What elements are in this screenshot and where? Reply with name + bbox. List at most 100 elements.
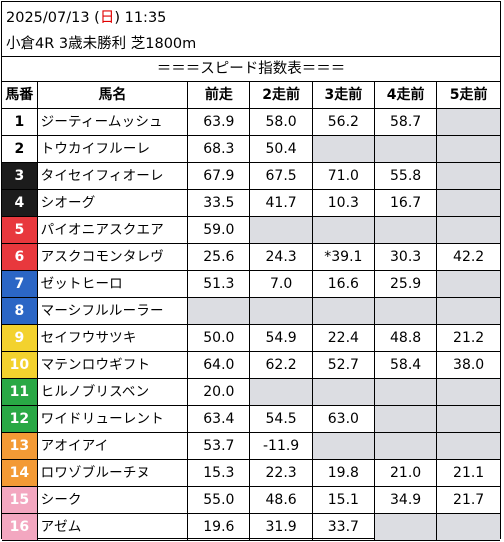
horse-number: 8 [2,297,38,325]
speed-index-value [373,378,438,406]
horse-row: 13 アオイアイ 53.7 -11.9 [2,432,500,460]
speed-index-value [249,378,313,406]
horse-row: 12 ワイドリューレント 63.4 54.5 63.0 [2,405,500,433]
horse-name: マーシフルルーラー [36,297,189,325]
horse-number: 11 [2,378,38,406]
horse-row: 2 トウカイフルーレ 68.3 50.4 [2,135,500,163]
horse-name: ロワゾブルーチヌ [36,459,189,487]
horse-row: 15 シーク 55.0 48.6 15.1 34.9 21.7 [2,486,500,514]
table-title: ＝＝＝スピード指数表＝＝＝ [2,57,500,82]
horse-number: 6 [2,243,38,271]
speed-index-value: 21.0 [373,459,438,487]
speed-index-value: 50.4 [249,135,313,163]
speed-index-value [373,297,438,325]
speed-index-value: 59.0 [187,216,251,244]
speed-index-value [311,432,375,460]
speed-index-value [311,378,375,406]
speed-index-value [373,135,438,163]
race-info: 小倉4R 3歳未勝利 芝1800m [6,36,197,52]
speed-index-value [436,108,500,136]
speed-index-value: 53.7 [187,432,251,460]
speed-index-value: 51.3 [187,270,251,298]
speed-index-value: 71.0 [311,162,375,190]
horse-number: 4 [2,189,38,217]
horse-row: 8 マーシフルルーラー [2,297,500,325]
speed-index-value [373,405,438,433]
speed-index-value: 58.0 [249,108,313,136]
speed-index-value: 68.3 [187,135,251,163]
speed-index-value: 67.9 [187,162,251,190]
horse-name: シオーグ [36,189,189,217]
speed-index-value: *39.1 [311,243,375,271]
horse-name: シーク [36,486,189,514]
horse-name: トウカイフルーレ [36,135,189,163]
horse-row: 6 アスクコモンタレヴ 25.6 24.3 *39.1 30.3 42.2 [2,243,500,271]
horse-name: ゼットヒーロ [36,270,189,298]
speed-index-value: 7.0 [249,270,313,298]
horse-row: 3 タイセイフィオーレ 67.9 67.5 71.0 55.8 [2,162,500,190]
speed-index-value [436,513,500,541]
speed-index-value [436,405,500,433]
speed-index-value [436,378,500,406]
horse-number: 5 [2,216,38,244]
speed-index-value [373,513,438,541]
speed-index-value: 38.0 [436,351,500,379]
speed-index-value: 15.1 [311,486,375,514]
horse-number: 10 [2,351,38,379]
speed-index-value: 67.5 [249,162,313,190]
speed-index-value: 15.3 [187,459,251,487]
horse-rows: 1 ジーティームッシュ 63.9 58.0 56.2 58.7 2 トウカイフルーレ 68.3 5… [2,108,500,541]
column-header-2-races-ago: 2走前 [249,82,313,109]
speed-index-value: 21.1 [436,459,500,487]
speed-index-value: 33.5 [187,189,251,217]
column-header-4-races-ago: 4走前 [373,82,438,109]
horse-number: 3 [2,162,38,190]
speed-index-value: 21.2 [436,324,500,352]
horse-number: 13 [2,432,38,460]
speed-index-value [249,216,313,244]
speed-index-value: 63.0 [311,405,375,433]
horse-number: 2 [2,135,38,163]
horse-row: 1 ジーティームッシュ 63.9 58.0 56.2 58.7 [2,108,500,136]
horse-name: ジーティームッシュ [36,108,189,136]
horse-name: マテンロウギフト [36,351,189,379]
race-datetime: 2025/07/13 (日) 11:35 [6,6,166,27]
speed-index-value: 25.9 [373,270,438,298]
horse-row: 4 シオーグ 33.5 41.7 10.3 16.7 [2,189,500,217]
speed-index-value [311,297,375,325]
speed-index-value: 52.7 [311,351,375,379]
speed-index-value [249,297,313,325]
horse-name: アスクコモンタレヴ [36,243,189,271]
speed-index-value [436,432,500,460]
speed-index-value: 48.8 [373,324,438,352]
speed-index-value: 63.4 [187,405,251,433]
horse-number: 1 [2,108,38,136]
table-header-row: 馬番 馬名 前走 2走前 3走前 4走前 5走前 [2,82,500,109]
horse-number: 12 [2,405,38,433]
horse-number: 14 [2,459,38,487]
speed-index-value [311,135,375,163]
column-header-3-races-ago: 3走前 [311,82,375,109]
speed-index-value [436,216,500,244]
column-header-number: 馬番 [2,82,38,109]
speed-index-value: 64.0 [187,351,251,379]
speed-index-value: 21.7 [436,486,500,514]
speed-index-table: 馬番 馬名 前走 2走前 3走前 4走前 5走前 1 ジーティームッシュ 63.9 5… [2,82,500,541]
column-header-name: 馬名 [36,82,189,109]
horse-name: アオイアイ [36,432,189,460]
horse-name: ワイドリューレント [36,405,189,433]
speed-index-value: 34.9 [373,486,438,514]
speed-index-value: 25.6 [187,243,251,271]
speed-index-value: 22.3 [249,459,313,487]
speed-index-value: -11.9 [249,432,313,460]
speed-index-value: 22.4 [311,324,375,352]
horse-name: ヒルノブリスベン [36,378,189,406]
speed-index-value: 20.0 [187,378,251,406]
horse-row: 11 ヒルノブリスベン 20.0 [2,378,500,406]
speed-index-value: 10.3 [311,189,375,217]
speed-index-value: 54.9 [249,324,313,352]
speed-index-value [436,162,500,190]
speed-index-value: 55.8 [373,162,438,190]
race-header: 2025/07/13 (日) 11:35 小倉4R 3歳未勝利 芝1800m [2,2,500,57]
horse-number: 15 [2,486,38,514]
